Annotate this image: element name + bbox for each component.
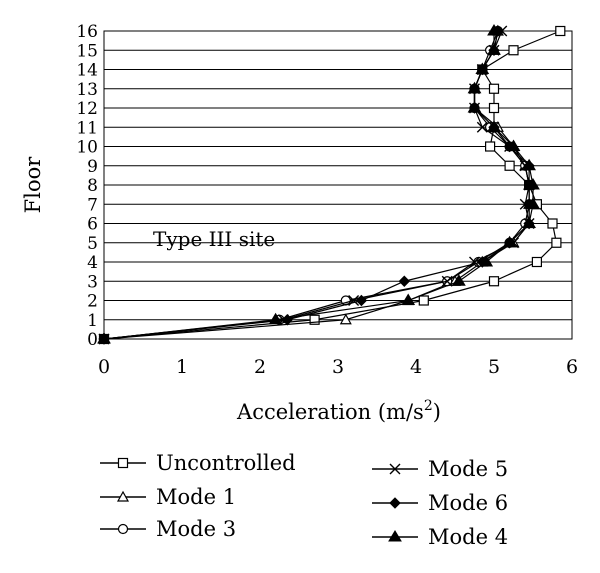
point-mode-1-floor-1 [339,313,352,325]
point-uncontrolled-floor-15 [508,45,519,56]
y-tick-5: 5 [87,234,98,254]
y-tick-16: 16 [76,22,98,42]
legend-label-mode-6: Mode 6 [428,491,508,515]
point-mode-4-floor-4 [479,255,494,267]
point-mode-4-floor-1 [268,312,283,325]
point-mode-4-floor-3 [452,274,466,286]
x-tick-1: 1 [176,356,188,378]
legend-item-mode-4: Mode 4 [372,525,508,549]
y-axis-label: Floor [21,156,45,214]
y-tick-14: 14 [76,61,98,81]
point-uncontrolled-floor-3 [488,276,500,287]
legend-label-mode-3: Mode 3 [156,517,236,541]
point-mode-4-floor-15 [487,43,501,55]
y-tick-13: 13 [76,80,98,100]
y-tick-6: 6 [87,215,98,235]
legend-marker-mode-4 [388,530,402,542]
x-axis-label-superscript: 2 [424,398,433,414]
legend-marker-mode-3 [117,523,129,535]
point-mode-4-floor-6 [522,216,536,228]
legend-marker-mode-6 [389,497,401,509]
x-tick-labels: 0 1 2 3 4 5 6 [98,356,578,378]
legend-item-mode-3: Mode 3 [100,517,236,541]
x-tick-3: 3 [332,356,344,378]
point-mode-4-floor-5 [502,235,517,248]
point-mode-6-floor-3 [398,275,411,287]
plot-frame [103,30,573,340]
point-uncontrolled-floor-9 [504,160,515,171]
legend-label-mode-5: Mode 5 [428,457,508,481]
y-tick-8: 8 [87,176,98,196]
point-uncontrolled-floor-1 [309,314,320,325]
legend-marker-mode-5 [389,463,401,475]
legend-item-uncontrolled: Uncontrolled [100,451,296,475]
y-tick-7: 7 [87,195,98,215]
y-tick-1: 1 [87,311,98,331]
legend-marker-mode-1 [116,490,130,502]
point-mode-4-floor-12 [467,101,482,113]
point-mode-4-floor-16 [487,24,501,36]
x-tick-0: 0 [98,356,110,378]
point-mode-4-floor-0 [97,332,111,344]
point-mode-4-floor-11 [487,120,501,132]
y-tick-0: 0 [87,330,98,350]
point-mode-4-floor-2 [401,293,416,305]
y-tick-12: 12 [76,99,98,119]
y-tick-11: 11 [76,118,98,138]
legend-marker-uncontrolled [117,457,129,469]
series-layer [97,24,566,345]
x-axis-label-close: ) [433,400,441,424]
point-uncontrolled-floor-6 [547,218,558,229]
point-mode-4-floor-8 [526,178,540,190]
series-mode-4 [97,24,540,344]
y-tick-9: 9 [87,157,98,177]
y-tick-2: 2 [87,292,98,312]
x-axis-label: Acceleration (m/s2) [236,398,441,424]
point-uncontrolled-floor-5 [551,237,562,248]
point-uncontrolled-floor-4 [531,256,543,268]
point-mode-6-floor-2 [355,294,368,307]
x-tick-5: 5 [488,356,500,378]
legend-label-uncontrolled: Uncontrolled [156,451,296,475]
legend: Uncontrolled Mode 1 Mode 3 Mode 5 Mode 6 Mode… [100,451,508,549]
point-mode-4-floor-9 [522,158,536,171]
x-tick-6: 6 [566,356,578,378]
point-uncontrolled-floor-2 [418,295,429,306]
point-mode-4-floor-14 [475,62,490,74]
site-annotation: Type III site [153,227,275,251]
x-tick-4: 4 [410,356,422,378]
point-uncontrolled-floor-10 [485,141,496,152]
point-uncontrolled-floor-13 [488,83,500,94]
point-mode-4-floor-13 [467,81,482,94]
grid-lines [104,30,572,340]
point-uncontrolled-floor-12 [488,102,500,114]
point-mode-4-floor-10 [506,139,521,151]
y-tick-15: 15 [76,41,98,61]
legend-label-mode-4: Mode 4 [428,525,508,549]
x-tick-2: 2 [254,356,266,378]
y-tick-10: 10 [76,138,98,158]
point-uncontrolled-floor-16 [555,25,566,37]
point-mode-4-floor-7 [526,197,540,209]
legend-item-mode-6: Mode 6 [372,491,508,515]
legend-label-mode-1: Mode 1 [156,485,236,509]
point-mode-5-floor-11 [476,121,488,133]
legend-item-mode-5: Mode 5 [372,457,508,481]
y-tick-3: 3 [87,272,98,292]
x-axis-label-main: Acceleration (m/s [236,400,424,424]
legend-item-mode-1: Mode 1 [100,485,236,509]
y-tick-4: 4 [87,253,98,273]
